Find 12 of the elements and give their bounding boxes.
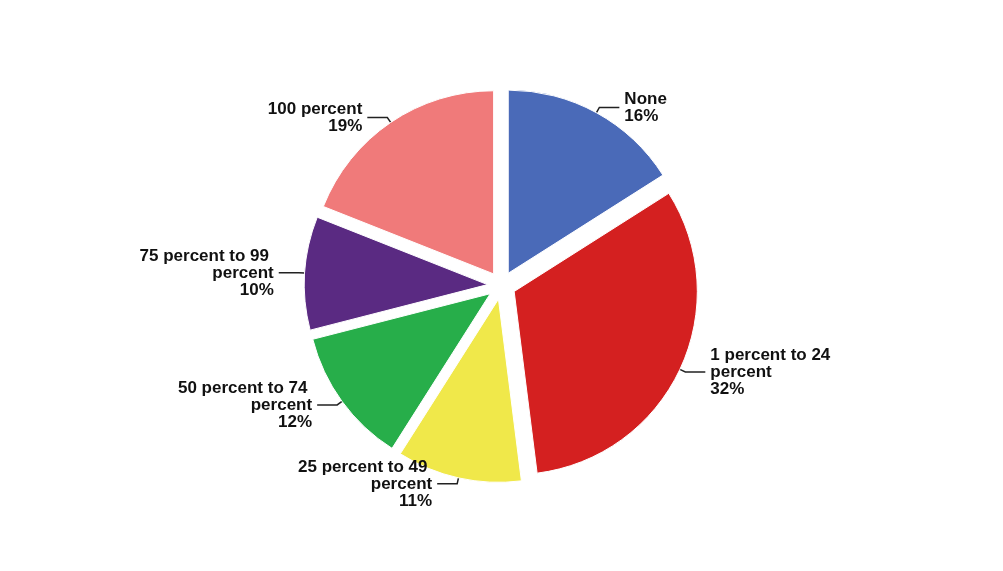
data-label: 32% xyxy=(710,379,745,399)
data-label: 10% xyxy=(239,280,274,300)
data-label: 12% xyxy=(278,412,313,432)
slice-label: None xyxy=(624,89,667,109)
slice-label: 50 percent to 74 percent xyxy=(177,378,313,415)
slice-label: 100 percent xyxy=(267,99,363,119)
data-label: 16% xyxy=(624,106,659,126)
slice-label: 75 percent to 99 percent xyxy=(139,246,275,283)
slice-label: 25 percent to 49 percent xyxy=(298,457,433,494)
data-label: 11% xyxy=(399,491,433,511)
slice-label: 1 percent to 24 percent xyxy=(710,345,836,382)
data-label: 19% xyxy=(328,116,363,136)
